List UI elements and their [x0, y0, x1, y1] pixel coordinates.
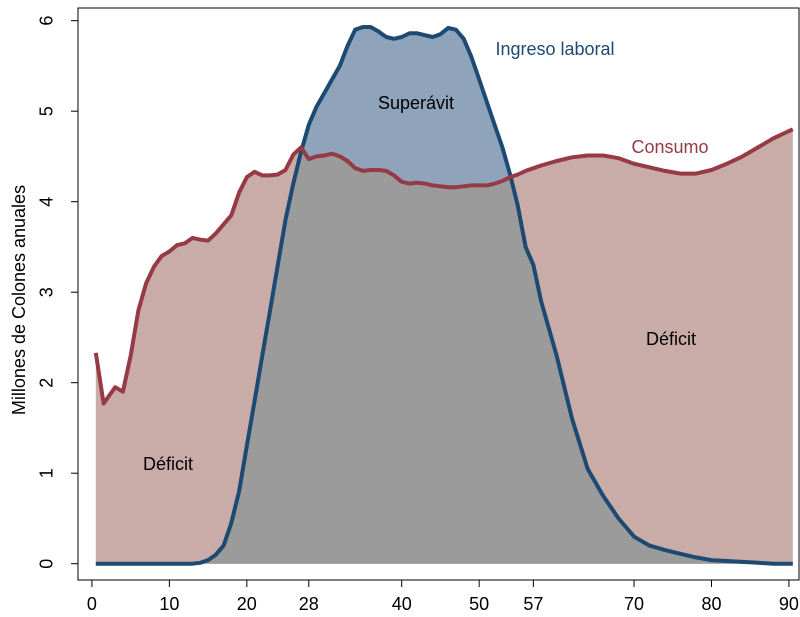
x-tick-label: 20 [237, 594, 257, 614]
x-tick-label: 50 [469, 594, 489, 614]
y-tick-label: 4 [37, 197, 57, 207]
y-axis-title: Millones de Colones anuales [9, 185, 29, 415]
x-tick-label: 90 [779, 594, 799, 614]
overlap-fill [95, 129, 793, 564]
x-tick-label: 70 [624, 594, 644, 614]
plot-frame [77, 7, 800, 581]
x-tick-label: 28 [299, 594, 319, 614]
y-tick-label: 0 [37, 559, 57, 569]
y-tick-label: 2 [37, 378, 57, 388]
x-tick-label: 40 [392, 594, 412, 614]
line [95, 25, 793, 566]
x-tick-label: 80 [701, 594, 721, 614]
y-tick-label: 1 [37, 468, 57, 478]
y-tick-label: 5 [37, 106, 57, 116]
series-label: Consumo [631, 137, 708, 157]
series-label: Ingreso laboral [495, 39, 614, 59]
annotation: Superávit [378, 93, 454, 113]
annotation: Déficit [143, 454, 193, 474]
x-tick-label: 57 [523, 594, 543, 614]
x-tick-label: 0 [87, 594, 97, 614]
annotation: Déficit [646, 329, 696, 349]
y-tick-label: 3 [37, 287, 57, 297]
x-tick-label: 10 [159, 594, 179, 614]
line [93, 127, 794, 406]
y-tick-label: 6 [37, 16, 57, 26]
